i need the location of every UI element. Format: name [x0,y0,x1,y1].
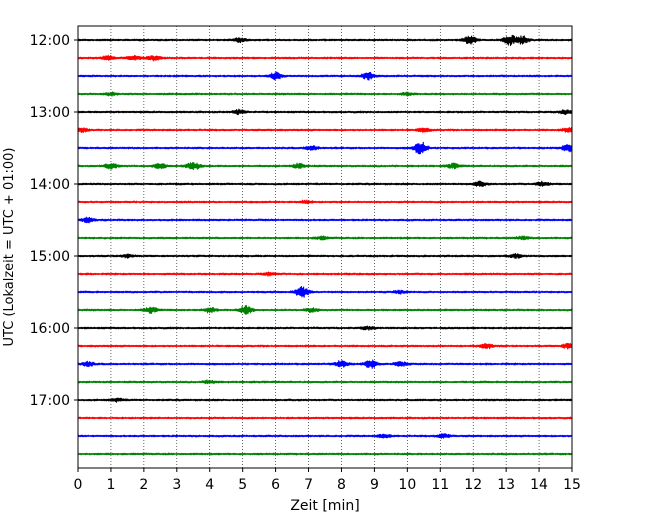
seismogram-trace [77,359,573,369]
seismogram-trace [77,180,573,187]
x-tick-label: 1 [106,477,115,493]
x-tick-label: 9 [370,477,379,493]
y-tick-label: 12:00 [30,33,70,49]
seismogram-trace [77,305,573,316]
seismogram-trace [77,379,573,385]
seismogram-trace [77,108,573,116]
x-tick-label: 8 [337,477,346,493]
seismogram-trace [77,161,573,171]
x-tick-label: 3 [172,477,181,493]
x-tick-label: 2 [139,477,148,493]
x-axis: 0 1 2 3 4 5 6 7 8 9 10 11 12 13 14 15 [74,468,581,493]
seismogram-trace [77,199,573,205]
y-tick-label: 17:00 [30,393,70,409]
seismogram-trace [77,325,573,331]
seismogram-trace [77,252,573,260]
y-tick-label: 14:00 [30,177,70,193]
y-tick-label: 13:00 [30,105,70,121]
seismogram-trace [77,216,573,224]
y-axis-label: UTC (Lokalzeit = UTC + 01:00) [2,148,17,347]
seismogram-trace [77,34,573,46]
seismogram-trace [77,235,573,241]
x-tick-label: 15 [563,477,581,493]
x-tick-label: 10 [398,477,416,493]
seismogram-trace [77,54,573,62]
y-tick-label: 15:00 [30,249,70,265]
seismogram-trace [77,285,573,298]
x-tick-label: 6 [271,477,280,493]
y-axis: 12:00 13:00 14:00 15:00 16:00 17:00 [30,33,78,409]
seismogram-trace [77,432,573,439]
seismogram-trace [77,71,573,81]
seismogram-trace [77,397,573,403]
x-axis-label: Zeit [min] [290,498,359,514]
x-tick-label: 7 [304,477,313,493]
x-tick-label: 14 [530,477,548,493]
x-tick-label: 4 [205,477,214,493]
y-tick-label: 16:00 [30,321,70,337]
seismogram-trace [77,271,573,277]
trace-group [77,34,573,456]
x-tick-label: 13 [497,477,515,493]
plot-frame [77,25,573,469]
x-tick-label: 12 [464,477,482,493]
seismogram-trace [77,126,573,134]
x-tick-label: 5 [238,477,247,493]
x-tick-label: 0 [74,477,83,493]
seismogram-trace [77,141,573,155]
seismogram-trace [77,452,573,456]
seismogram-trace [77,342,573,350]
seismogram-trace [77,91,573,97]
x-tick-label: 11 [431,477,449,493]
seismogram-trace [77,416,573,420]
